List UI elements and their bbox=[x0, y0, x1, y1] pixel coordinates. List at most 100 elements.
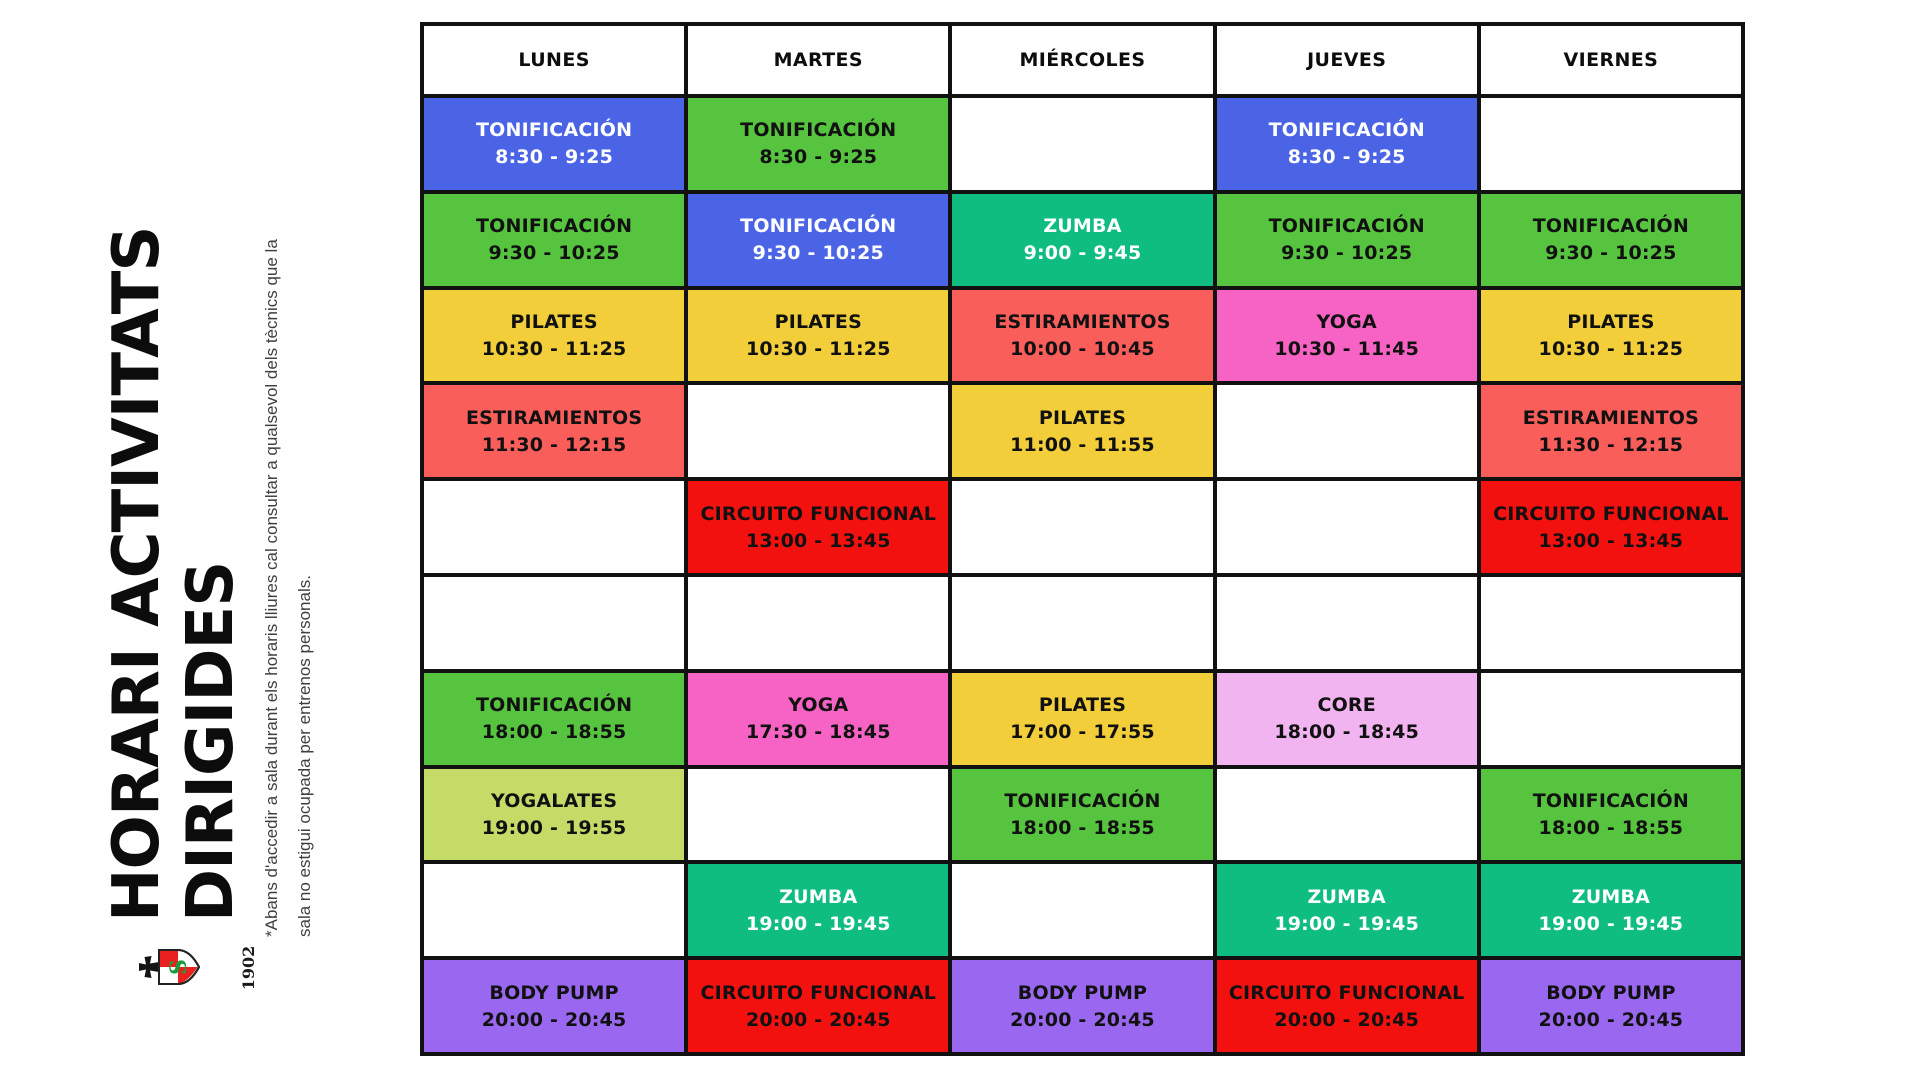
schedule-cell: TONIFICACIÓN 18:00 - 18:55 bbox=[1478, 766, 1743, 863]
activity-time: 18:00 - 18:45 bbox=[1274, 721, 1420, 744]
day-header: VIERNES bbox=[1478, 24, 1743, 96]
activity-name: PILATES bbox=[1038, 694, 1127, 717]
schedule-cell: TONIFICACIÓN 9:30 - 10:25 bbox=[1214, 191, 1479, 288]
day-header: MARTES bbox=[686, 24, 951, 96]
schedule-cell: BODY PUMP 20:00 - 20:45 bbox=[422, 958, 687, 1054]
schedule-cell-empty bbox=[686, 575, 951, 671]
activity-time: 8:30 - 9:25 bbox=[495, 146, 614, 169]
activity-time: 20:00 - 20:45 bbox=[1010, 1008, 1155, 1031]
schedule-cell: YOGA 10:30 - 11:45 bbox=[1214, 287, 1479, 384]
activity-name: TONIFICACIÓN bbox=[1004, 789, 1161, 812]
activity-time: 10:30 - 11:25 bbox=[481, 337, 627, 360]
schedule-cell: TONIFICACIÓN 9:30 - 10:25 bbox=[1478, 191, 1743, 288]
activity-time: 9:30 - 10:25 bbox=[488, 242, 620, 265]
activity-name: BODY PUMP bbox=[1017, 981, 1148, 1004]
activity-time: 11:30 - 12:15 bbox=[481, 433, 627, 456]
page-title-line1: HORARI ACTIVITATS bbox=[100, 226, 174, 922]
activity-name: CIRCUITO FUNCIONAL bbox=[700, 981, 937, 1004]
activity-name: TONIFICACIÓN bbox=[740, 215, 897, 238]
schedule-cell-empty bbox=[1478, 575, 1743, 671]
activity-time: 8:30 - 9:25 bbox=[1287, 146, 1406, 169]
activity-time: 9:30 - 10:25 bbox=[752, 242, 884, 265]
activity-time: 17:00 - 17:55 bbox=[1010, 721, 1155, 744]
activity-name: PILATES bbox=[510, 310, 598, 333]
activity-name: ESTIRAMIENTOS bbox=[994, 310, 1171, 333]
footnote: *Abans d'accedir a sala durant els horar… bbox=[255, 117, 321, 937]
schedule-cell: CIRCUITO FUNCIONAL 13:00 - 13:45 bbox=[1478, 479, 1743, 575]
activity-name: PILATES bbox=[774, 310, 862, 333]
schedule-cell-empty bbox=[1214, 383, 1479, 480]
activity-time: 20:00 - 20:45 bbox=[481, 1008, 627, 1031]
activity-time: 10:00 - 10:45 bbox=[1010, 337, 1155, 360]
schedule-cell: TONIFICACIÓN 8:30 - 9:25 bbox=[422, 96, 687, 192]
activity-time: 19:00 - 19:45 bbox=[1538, 912, 1684, 935]
schedule-cell-empty bbox=[422, 575, 687, 671]
activity-name: BODY PUMP bbox=[489, 981, 619, 1004]
activity-name: CORE bbox=[1317, 694, 1376, 717]
activity-time: 17:30 - 18:45 bbox=[745, 721, 891, 744]
schedule-cell: CIRCUITO FUNCIONAL 20:00 - 20:45 bbox=[1214, 958, 1479, 1054]
schedule-cell: ESTIRAMIENTOS 10:00 - 10:45 bbox=[950, 287, 1215, 384]
activity-name: YOGA bbox=[788, 694, 849, 717]
activity-name: CIRCUITO FUNCIONAL bbox=[1228, 981, 1465, 1004]
activity-time: 19:00 - 19:45 bbox=[1274, 912, 1420, 935]
activity-time: 10:30 - 11:25 bbox=[1538, 337, 1684, 360]
activity-name: YOGA bbox=[1316, 310, 1377, 333]
schedule-cell: ZUMBA 19:00 - 19:45 bbox=[1214, 862, 1479, 959]
schedule-table: LUNES MARTES MIÉRCOLES JUEVES VIERNES TONIFIC… bbox=[420, 22, 1745, 1056]
schedule-cell-empty bbox=[950, 479, 1215, 575]
activity-time: 13:00 - 13:45 bbox=[1538, 529, 1684, 552]
activity-name: TONIFICACIÓN bbox=[740, 119, 897, 142]
schedule-cell-empty bbox=[1214, 575, 1479, 671]
activity-name: TONIFICACIÓN bbox=[475, 694, 633, 717]
schedule-cell-empty bbox=[1478, 670, 1743, 767]
activity-time: 8:30 - 9:25 bbox=[759, 146, 878, 169]
schedule-cell: TONIFICACIÓN 8:30 - 9:25 bbox=[686, 96, 951, 192]
schedule-cell-empty bbox=[1214, 766, 1479, 863]
activity-time: 10:30 - 11:45 bbox=[1274, 337, 1420, 360]
day-header: JUEVES bbox=[1214, 24, 1479, 96]
schedule-cell-empty bbox=[686, 383, 951, 480]
schedule-cell: CORE 18:00 - 18:45 bbox=[1214, 670, 1479, 767]
activity-name: ESTIRAMIENTOS bbox=[465, 406, 643, 429]
schedule-cell-empty bbox=[422, 479, 687, 575]
footnote-line1: *Abans d'accedir a sala durant els horar… bbox=[262, 239, 281, 937]
activity-name: ZUMBA bbox=[779, 885, 858, 908]
schedule-cell-empty bbox=[686, 766, 951, 863]
activity-time: 11:30 - 12:15 bbox=[1538, 433, 1684, 456]
schedule-cell: ESTIRAMIENTOS 11:30 - 12:15 bbox=[422, 383, 687, 480]
activity-time: 19:00 - 19:45 bbox=[745, 912, 891, 935]
activity-name: ZUMBA bbox=[1043, 215, 1122, 238]
activity-time: 13:00 - 13:45 bbox=[745, 529, 891, 552]
schedule-cell-empty bbox=[950, 575, 1215, 671]
activity-name: YOGALATES bbox=[490, 789, 618, 812]
day-header: MIÉRCOLES bbox=[950, 24, 1215, 96]
crest-letter: S bbox=[166, 959, 192, 975]
activity-time: 10:30 - 11:25 bbox=[745, 337, 891, 360]
activity-name: CIRCUITO FUNCIONAL bbox=[1493, 502, 1729, 525]
founding-year: 1902 bbox=[239, 946, 258, 991]
schedule-cell: PILATES 10:30 - 11:25 bbox=[1478, 287, 1743, 384]
schedule-cell: PILATES 17:00 - 17:55 bbox=[950, 670, 1215, 767]
activity-time: 20:00 - 20:45 bbox=[1274, 1008, 1420, 1031]
activity-name: PILATES bbox=[1567, 310, 1655, 333]
schedule-cell: TONIFICACIÓN 18:00 - 18:55 bbox=[422, 670, 687, 767]
schedule-cell: ZUMBA 9:00 - 9:45 bbox=[950, 191, 1215, 288]
schedule-cell-empty bbox=[950, 862, 1215, 959]
schedule-cell-empty bbox=[950, 96, 1215, 192]
activity-name: PILATES bbox=[1038, 406, 1127, 429]
schedule-cell: PILATES 11:00 - 11:55 bbox=[950, 383, 1215, 480]
schedule-cell: BODY PUMP 20:00 - 20:45 bbox=[950, 958, 1215, 1054]
footnote-line2: sala no estigui ocupada per entrenos per… bbox=[295, 575, 314, 937]
activity-time: 9:30 - 10:25 bbox=[1281, 242, 1413, 265]
activity-time: 18:00 - 18:55 bbox=[1010, 816, 1155, 839]
activity-time: 20:00 - 20:45 bbox=[1538, 1008, 1684, 1031]
schedule-cell: ZUMBA 19:00 - 19:45 bbox=[686, 862, 951, 959]
activity-name: TONIFICACIÓN bbox=[1532, 789, 1690, 812]
day-header: LUNES bbox=[422, 24, 687, 96]
activity-name: TONIFICACIÓN bbox=[475, 119, 633, 142]
activity-name: TONIFICACIÓN bbox=[1532, 215, 1690, 238]
schedule-cell: ZUMBA 19:00 - 19:45 bbox=[1478, 862, 1743, 959]
schedule-cell-empty bbox=[422, 862, 687, 959]
